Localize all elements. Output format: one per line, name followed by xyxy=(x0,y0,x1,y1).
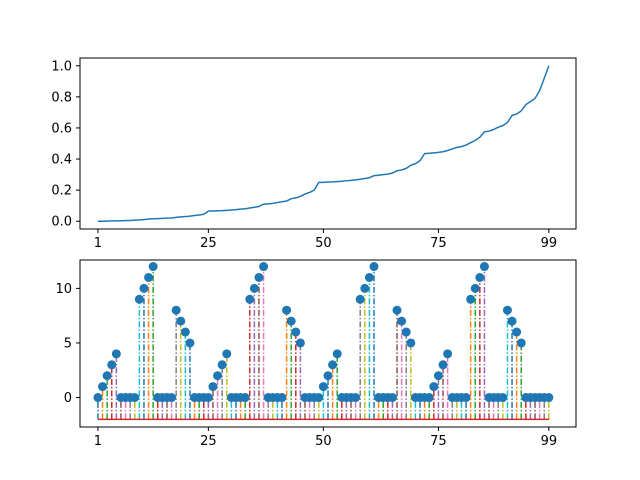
stem-marker xyxy=(130,393,140,403)
stem-marker xyxy=(502,305,512,315)
stem-marker xyxy=(401,327,411,337)
stem-marker xyxy=(512,327,522,337)
stem-marker xyxy=(438,360,448,370)
stem-marker xyxy=(111,349,121,359)
y-tick-label: 5 xyxy=(64,336,72,351)
y-tick-label: 10 xyxy=(55,282,72,297)
stem-marker xyxy=(249,283,259,293)
stem-marker xyxy=(176,316,186,326)
stem-marker xyxy=(424,393,434,403)
top-line-chart: 1 25 50 75 99 0.0 0.2 0.4 0.6 0.8 1.0 xyxy=(51,57,577,251)
stem-marker xyxy=(185,338,195,348)
stem-marker xyxy=(277,393,287,403)
stem-marker xyxy=(328,360,338,370)
stem-marker xyxy=(240,393,250,403)
x-tick-label: 75 xyxy=(430,434,447,449)
axes-frame xyxy=(79,259,577,428)
stem-marker xyxy=(208,382,218,392)
stem-marker xyxy=(516,338,526,348)
stem-marker xyxy=(461,393,471,403)
stem-marker xyxy=(180,327,190,337)
stem-marker xyxy=(144,272,154,282)
y-tick-label: 0.8 xyxy=(51,90,72,105)
stem-marker xyxy=(203,393,213,403)
stem-marker xyxy=(443,349,453,359)
stem-marker xyxy=(355,294,365,304)
stem-marker xyxy=(360,283,370,293)
stem-marker xyxy=(245,294,255,304)
y-tick-label: 0 xyxy=(64,391,72,406)
stem-marker xyxy=(332,349,342,359)
stem-marker xyxy=(213,371,223,381)
stem-marker xyxy=(364,272,374,282)
y-tick-label: 0.4 xyxy=(51,153,72,168)
x-tick-label: 50 xyxy=(315,236,332,251)
stem-marker xyxy=(387,393,397,403)
stem-marker xyxy=(217,360,227,370)
y-tick-label: 1.0 xyxy=(51,59,72,74)
stem-marker xyxy=(470,283,480,293)
stem-marker xyxy=(466,294,476,304)
stem-marker xyxy=(369,262,379,272)
x-tick-label: 99 xyxy=(541,236,558,251)
y-tick-label: 0.2 xyxy=(51,184,72,199)
x-tick-label: 50 xyxy=(315,434,332,449)
stem-marker xyxy=(134,294,144,304)
y-tick-label: 0.0 xyxy=(51,215,72,230)
stem-marker xyxy=(259,262,269,272)
stem-marker xyxy=(286,316,296,326)
stem-marker xyxy=(475,272,485,282)
x-tick-label: 99 xyxy=(541,434,558,449)
stem-marker xyxy=(282,305,292,315)
x-tick-label: 25 xyxy=(200,434,217,449)
stem-marker xyxy=(107,360,117,370)
series-line xyxy=(97,65,550,222)
stem-marker xyxy=(429,382,439,392)
stem-marker xyxy=(318,382,328,392)
stem-marker xyxy=(254,272,264,282)
stem-marker xyxy=(295,338,305,348)
stem-marker xyxy=(507,316,517,326)
bottom-stem-chart: 1 25 50 75 99 0 5 10 xyxy=(55,259,577,449)
stem-marker xyxy=(323,371,333,381)
stem-marker xyxy=(291,327,301,337)
y-tick-label: 0.6 xyxy=(51,121,72,136)
axes-frame xyxy=(79,57,577,230)
x-tick-label: 1 xyxy=(94,434,102,449)
stem-marker xyxy=(102,371,112,381)
stem-marker xyxy=(222,349,232,359)
x-tick-label: 75 xyxy=(430,236,447,251)
stem-marker xyxy=(406,338,416,348)
x-tick-label: 1 xyxy=(94,236,102,251)
stem-marker xyxy=(139,283,149,293)
stem-marker xyxy=(171,305,181,315)
stem-marker xyxy=(351,393,361,403)
stem-marker xyxy=(314,393,324,403)
stem-marker xyxy=(397,316,407,326)
stem-marker xyxy=(93,393,103,403)
stem-marker xyxy=(98,382,108,392)
x-tick-label: 25 xyxy=(200,236,217,251)
stem-marker xyxy=(479,262,489,272)
stem-marker xyxy=(433,371,443,381)
stem-marker xyxy=(148,262,158,272)
stem-marker xyxy=(544,393,554,403)
stem-marker xyxy=(392,305,402,315)
stem-marker xyxy=(167,393,177,403)
stem-marker xyxy=(498,393,508,403)
